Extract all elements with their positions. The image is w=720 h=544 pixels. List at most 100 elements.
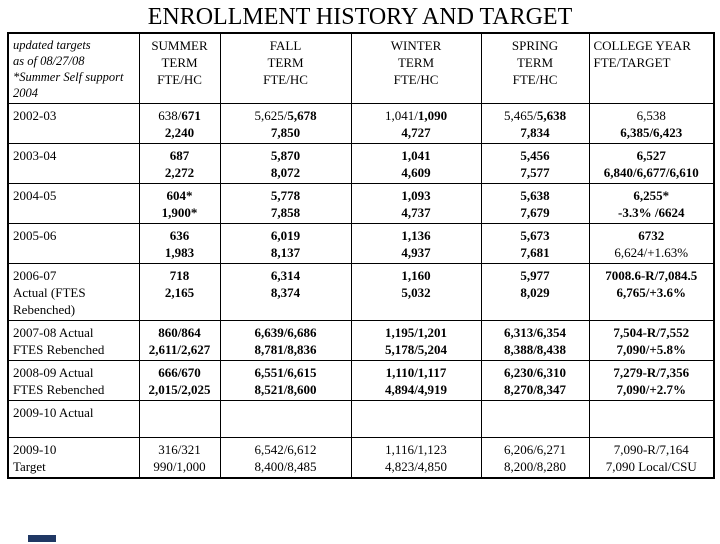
cell-line: 2,272 xyxy=(144,164,216,181)
cell-line: 8,400/8,485 xyxy=(225,458,347,475)
column-header-line: TERM xyxy=(161,55,198,70)
cell-line: 6,542/6,612 xyxy=(225,441,347,458)
value-cell: 6,206/6,271 8,200/8,280 xyxy=(480,437,590,479)
cell-line: 2,015/2,025 xyxy=(144,381,216,398)
cell-text: 5,032 xyxy=(401,285,431,300)
value-cell: 666/670 2,015/2,025 xyxy=(138,360,221,401)
cell-text: 4,894/4,919 xyxy=(384,382,448,397)
cell-line: 316/321 xyxy=(144,441,216,458)
value-cell: 860/864 2,611/2,627 xyxy=(138,320,221,361)
cell-text: 7,681 xyxy=(520,245,550,260)
cell-line: 7,681 xyxy=(486,244,585,261)
cell-text: 1,195/1,201 xyxy=(384,325,448,340)
cell-line: 8,072 xyxy=(225,164,347,181)
value-cell: 1,195/1,201 5,178/5,204 xyxy=(350,320,482,361)
value-cell: 6,538 6,385/6,423 xyxy=(588,103,715,144)
cell-line: 8,200/8,280 xyxy=(486,458,585,475)
cell-line: 6732 xyxy=(594,227,710,244)
cell-line: 2,611/2,627 xyxy=(144,341,216,358)
column-header-line: FALL xyxy=(269,38,302,53)
column-header-line: FTE/HC xyxy=(393,72,439,87)
cell-text: 5,977 xyxy=(520,268,550,283)
cell-text: 7,090/+5.8% xyxy=(616,342,687,357)
cell-line: 6,314 xyxy=(225,267,347,284)
column-header-line: TERM xyxy=(397,55,435,70)
cell-line: 990/1,000 xyxy=(144,458,216,475)
table-row: 2009-10 Actual xyxy=(7,400,715,438)
cell-text: 8,072 xyxy=(270,165,301,180)
cell-text: 2,015/2,025 xyxy=(148,382,211,397)
value-cell: 5,625/5,678 7,850 xyxy=(219,103,352,144)
cell-text: 7,279-R/7,356 xyxy=(613,365,690,380)
cell-text: 6,527 xyxy=(636,148,666,163)
cell-text: 8,400/8,485 xyxy=(254,459,317,474)
column-header: COLLEGE YEAR FTE/TARGET xyxy=(588,32,715,104)
cell-text: 6732 xyxy=(638,228,665,243)
cell-text: 1,900* xyxy=(161,205,198,220)
cell-text: 6,765/+3.6% xyxy=(616,285,687,300)
cell-line: 5,032 xyxy=(356,284,477,301)
cell-text: 666/670 xyxy=(158,365,201,380)
cell-line: 1,116/1,123 xyxy=(356,441,477,458)
value-cell: 6,255* -3.3% /6624 xyxy=(588,183,715,224)
cell-text: 671 xyxy=(181,108,201,123)
cell-text: 636 xyxy=(169,228,190,243)
cell-text: 6,230/6,310 xyxy=(503,365,567,380)
row-label-line: FTES Rebenched xyxy=(13,342,105,357)
value-cell: 604* 1,900* xyxy=(138,183,221,224)
cell-text: 5,778 xyxy=(270,188,301,203)
cell-text: 7008.6-R/7,084.5 xyxy=(605,268,698,283)
cell-line: 1,110/1,117 xyxy=(356,364,477,381)
cell-text: 4,937 xyxy=(401,245,431,260)
row-label-line: 2006-07 xyxy=(13,268,57,283)
cell-line: 8,388/8,438 xyxy=(486,341,585,358)
column-header-line: COLLEGE YEAR xyxy=(593,38,691,53)
cell-text: 316/321 xyxy=(158,442,201,457)
cell-text: 5,638 xyxy=(536,108,567,123)
cell-line: 2,240 xyxy=(144,124,216,141)
column-header: SUMMER TERM FTE/HC xyxy=(138,32,221,104)
cell-text: 5,870 xyxy=(270,148,301,163)
cell-text: 2,611/2,627 xyxy=(148,342,211,357)
cell-line: 8,781/8,836 xyxy=(225,341,347,358)
cell-line: 6,313/6,354 xyxy=(486,324,585,341)
cell-line: 687 xyxy=(144,147,216,164)
cell-text: 4,823/4,850 xyxy=(384,459,448,474)
column-header-line: TERM xyxy=(516,55,554,70)
cell-line: 1,041 xyxy=(356,147,477,164)
column-header: SPRING TERM FTE/HC xyxy=(480,32,590,104)
row-label-line: 2002-03 xyxy=(13,108,57,123)
cell-text: 8,374 xyxy=(270,285,301,300)
cell-text: 1,160 xyxy=(401,268,431,283)
cell-text: 6,255* xyxy=(633,188,670,203)
cell-text: 7,090 Local/CSU xyxy=(605,459,697,474)
cell-line: 7,090-R/7,164 xyxy=(594,441,710,458)
cell-line: 5,673 xyxy=(486,227,585,244)
cell-text: 6,840/6,677/6,610 xyxy=(603,165,699,180)
cell-line: 1,041/1,090 xyxy=(356,107,477,124)
cell-text: 5,673 xyxy=(520,228,550,243)
value-cell: 5,465/5,638 7,834 xyxy=(480,103,590,144)
cell-line: 1,195/1,201 xyxy=(356,324,477,341)
cell-line: 6,206/6,271 xyxy=(486,441,585,458)
value-cell: 6,230/6,310 8,270/8,347 xyxy=(480,360,590,401)
table-row: 2005-06 636 1,983 6,019 8,137 1,136 4,937 5,673… xyxy=(7,223,715,264)
value-cell: 687 2,272 xyxy=(138,143,221,184)
cell-text: 1,041/ xyxy=(384,108,418,123)
cell-text: 2,240 xyxy=(164,125,195,140)
cell-text: 8,137 xyxy=(270,245,301,260)
cell-line: 1,900* xyxy=(144,204,216,221)
row-label-line: Actual (FTES xyxy=(13,285,86,300)
table-row: 2009-10 Target 316/321 990/1,000 6,542/6,612… xyxy=(7,437,715,479)
cell-text: 6,639/6,686 xyxy=(254,325,317,340)
value-cell: 5,977 8,029 xyxy=(480,263,590,321)
cell-line: 1,983 xyxy=(144,244,216,261)
value-cell: 7,090-R/7,164 7,090 Local/CSU xyxy=(588,437,715,479)
row-label-line: 2003-04 xyxy=(13,148,57,163)
column-header-line: WINTER xyxy=(390,38,442,53)
row-label: 2005-06 xyxy=(7,223,140,264)
value-cell: 5,870 8,072 xyxy=(219,143,352,184)
cell-text: 718 xyxy=(169,268,190,283)
cell-line: 6,551/6,615 xyxy=(225,364,347,381)
corner-note-line: *Summer Self support xyxy=(13,70,124,84)
